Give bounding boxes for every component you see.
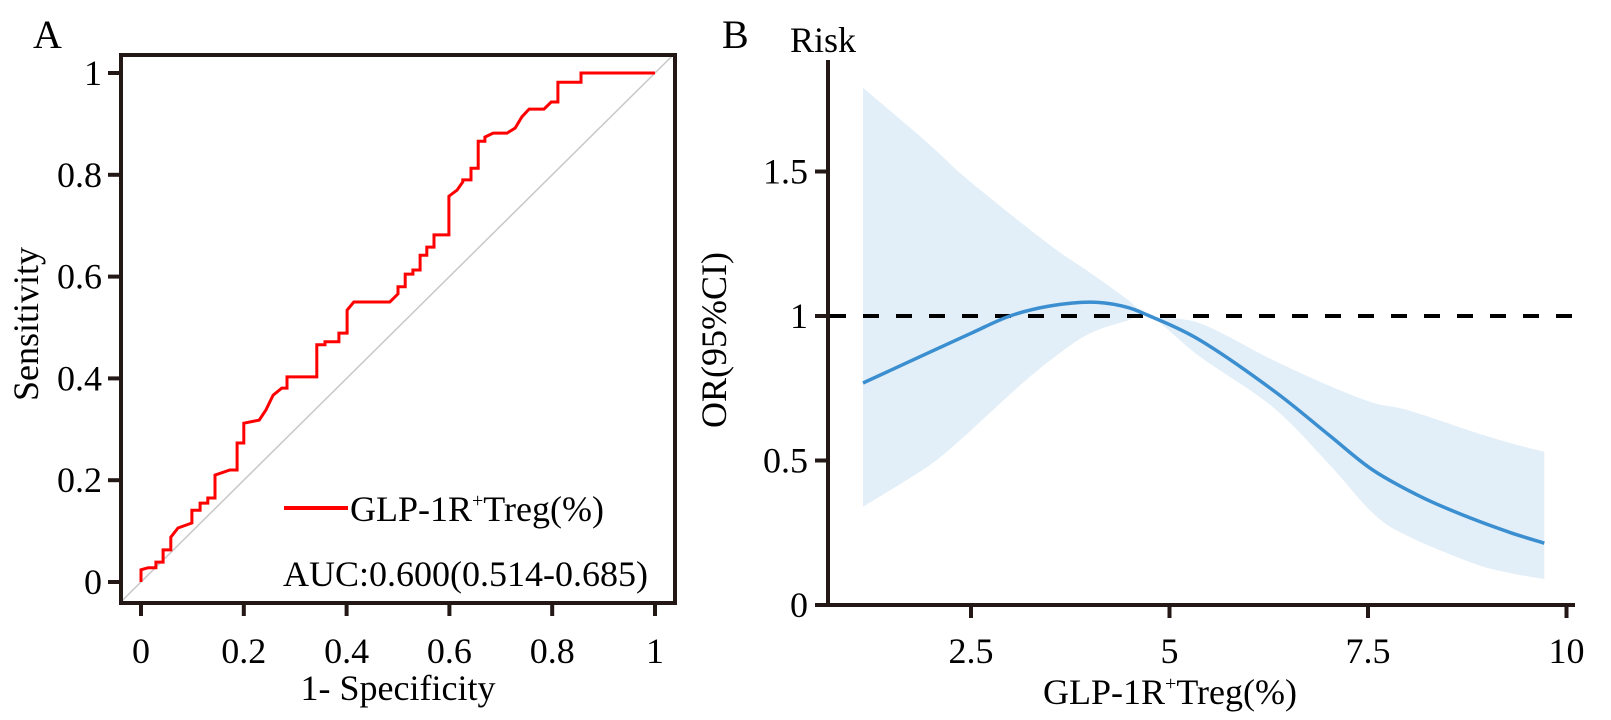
- y-tick-label: 0: [84, 562, 102, 602]
- x-tick-label: 10: [1549, 631, 1585, 671]
- y-tick-label: 1: [84, 53, 102, 93]
- y-tick-label: 1: [790, 296, 808, 336]
- plot-frame: [119, 53, 677, 605]
- x-tick-label: 0.6: [427, 631, 472, 671]
- y-tick-label: 0.5: [763, 441, 808, 481]
- panel-a-letter: A: [33, 12, 62, 57]
- y-tick-label: 0.6: [57, 257, 102, 297]
- roc-curve-line: [139, 71, 655, 582]
- y-tick-label: 0.2: [57, 460, 102, 500]
- x-tick-label: 0: [132, 631, 150, 671]
- x-axis-ticks: 2.5 5 7.5 10: [949, 605, 1585, 671]
- y-tick-label: 1.5: [763, 152, 808, 192]
- x-tick-label: 5: [1161, 631, 1179, 671]
- x-tick-label: 1: [646, 631, 664, 671]
- reference-diagonal-line: [120, 54, 674, 603]
- y-axis-ticks: 0 0.5 1 1.5: [763, 152, 828, 625]
- panel-b-letter: B: [722, 12, 749, 57]
- x-axis-ticks: 0 0.2 0.4 0.6 0.8 1: [132, 603, 664, 671]
- x-tick-label: 0.8: [530, 631, 575, 671]
- y-axis-ticks: 0 0.2 0.4 0.6 0.8 1: [57, 53, 121, 602]
- x-tick-label: 2.5: [949, 631, 994, 671]
- x-tick-label: 0.4: [324, 631, 369, 671]
- odds-ratio-curve: [862, 300, 1545, 545]
- x-axis-label: 1- Specificity: [301, 668, 496, 708]
- y-axis-label: OR(95%CI): [694, 252, 734, 428]
- y-tick-label: 0.8: [57, 155, 102, 195]
- confidence-interval-band: [863, 87, 1545, 579]
- panel-b-spline-chart: B Risk 0 0.5 1 1.5 2.5 5 7.5 10 GLP-1R+Treg(%)…: [694, 12, 1585, 712]
- x-tick-label: 0.2: [221, 631, 266, 671]
- auc-annotation: AUC:0.600(0.514-0.685): [283, 554, 648, 594]
- panel-a-roc-chart: A 0 0.2 0.4 0.6 0.8 1 0 0.2 0.4 0.6 0.8 1 GLP-1R+T…: [6, 12, 677, 708]
- y-axis-label: Sensitivity: [6, 247, 46, 401]
- y-tick-label: 0.4: [57, 358, 102, 398]
- legend-label: GLP-1R+Treg(%): [350, 489, 604, 529]
- y-tick-label: 0: [790, 585, 808, 625]
- chart-title-risk: Risk: [790, 20, 856, 60]
- x-tick-label: 7.5: [1346, 631, 1391, 671]
- x-axis-label: GLP-1R+Treg(%): [1043, 672, 1297, 712]
